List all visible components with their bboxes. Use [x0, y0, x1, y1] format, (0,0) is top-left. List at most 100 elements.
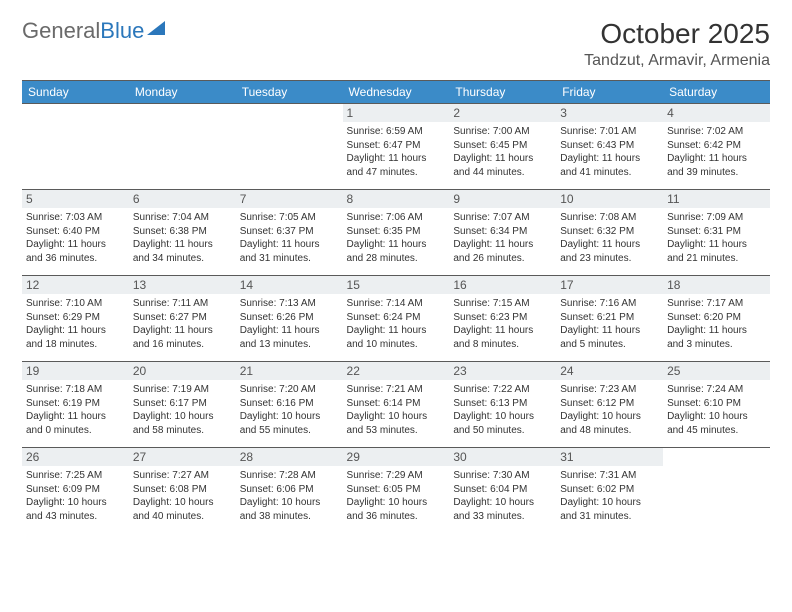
day-number: 3	[556, 104, 663, 122]
calendar-row: 19 Sunrise: 7:18 AMSunset: 6:19 PMDayligh…	[22, 362, 770, 448]
day-number: 6	[129, 190, 236, 208]
day-info: Sunrise: 7:18 AMSunset: 6:19 PMDaylight:…	[26, 383, 125, 437]
day-info: Sunrise: 7:20 AMSunset: 6:16 PMDaylight:…	[240, 383, 339, 437]
calendar-cell: 4 Sunrise: 7:02 AMSunset: 6:42 PMDaylight…	[663, 104, 770, 190]
calendar-cell	[236, 104, 343, 190]
day-number: 1	[343, 104, 450, 122]
calendar-cell: 7 Sunrise: 7:05 AMSunset: 6:37 PMDaylight…	[236, 190, 343, 276]
calendar-cell	[663, 448, 770, 534]
day-number: 16	[449, 276, 556, 294]
calendar-cell: 10Sunrise: 7:08 AMSunset: 6:32 PMDayligh…	[556, 190, 663, 276]
day-number: 15	[343, 276, 450, 294]
calendar-row: 12 Sunrise: 7:10 AMSunset: 6:29 PMDayligh…	[22, 276, 770, 362]
day-info: Sunrise: 7:11 AMSunset: 6:27 PMDaylight:…	[133, 297, 232, 351]
day-info: Sunrise: 7:13 AMSunset: 6:26 PMDaylight:…	[240, 297, 339, 351]
day-info: Sunrise: 7:17 AMSunset: 6:20 PMDaylight:…	[667, 297, 766, 351]
page-title: October 2025	[584, 18, 770, 50]
day-info: Sunrise: 7:02 AMSunset: 6:42 PMDaylight:…	[667, 125, 766, 179]
calendar-cell: 22Sunrise: 7:21 AMSunset: 6:14 PMDayligh…	[343, 362, 450, 448]
day-info: Sunrise: 7:28 AMSunset: 6:06 PMDaylight:…	[240, 469, 339, 523]
day-info: Sunrise: 7:29 AMSunset: 6:05 PMDaylight:…	[347, 469, 446, 523]
day-number: 12	[22, 276, 129, 294]
day-header: Friday	[556, 81, 663, 104]
day-info: Sunrise: 7:07 AMSunset: 6:34 PMDaylight:…	[453, 211, 552, 265]
day-header: Tuesday	[236, 81, 343, 104]
calendar-header-row: SundayMondayTuesdayWednesdayThursdayFrid…	[22, 81, 770, 104]
calendar-cell: 12 Sunrise: 7:10 AMSunset: 6:29 PMDayligh…	[22, 276, 129, 362]
day-number: 29	[343, 448, 450, 466]
brand-part2: Blue	[100, 18, 144, 44]
calendar-cell: 15 Sunrise: 7:14 AMSunset: 6:24 PMDayligh…	[343, 276, 450, 362]
calendar-row: 5 Sunrise: 7:03 AMSunset: 6:40 PMDaylight…	[22, 190, 770, 276]
calendar-cell	[129, 104, 236, 190]
day-number: 31	[556, 448, 663, 466]
day-header: Saturday	[663, 81, 770, 104]
day-info: Sunrise: 7:14 AMSunset: 6:24 PMDaylight:…	[347, 297, 446, 351]
day-number: 21	[236, 362, 343, 380]
brand-part1: General	[22, 18, 100, 44]
calendar-cell: 28Sunrise: 7:28 AMSunset: 6:06 PMDayligh…	[236, 448, 343, 534]
calendar-row: 1 Sunrise: 6:59 AMSunset: 6:47 PMDaylight…	[22, 104, 770, 190]
day-info: Sunrise: 7:00 AMSunset: 6:45 PMDaylight:…	[453, 125, 552, 179]
calendar-cell: 29 Sunrise: 7:29 AMSunset: 6:05 PMDayligh…	[343, 448, 450, 534]
day-info: Sunrise: 7:16 AMSunset: 6:21 PMDaylight:…	[560, 297, 659, 351]
day-number: 23	[449, 362, 556, 380]
calendar-cell: 16 Sunrise: 7:15 AMSunset: 6:23 PMDayligh…	[449, 276, 556, 362]
day-info: Sunrise: 7:15 AMSunset: 6:23 PMDaylight:…	[453, 297, 552, 351]
day-info: Sunrise: 7:31 AMSunset: 6:02 PMDaylight:…	[560, 469, 659, 523]
day-header: Wednesday	[343, 81, 450, 104]
day-header: Monday	[129, 81, 236, 104]
day-header: Thursday	[449, 81, 556, 104]
calendar-row: 26 Sunrise: 7:25 AMSunset: 6:09 PMDayligh…	[22, 448, 770, 534]
day-number: 11	[663, 190, 770, 208]
brand-logo: GeneralBlue	[22, 18, 165, 44]
day-number: 10	[556, 190, 663, 208]
day-info: Sunrise: 7:27 AMSunset: 6:08 PMDaylight:…	[133, 469, 232, 523]
day-number: 22	[343, 362, 450, 380]
day-info: Sunrise: 7:04 AMSunset: 6:38 PMDaylight:…	[133, 211, 232, 265]
calendar-cell: 20 Sunrise: 7:19 AMSunset: 6:17 PMDayligh…	[129, 362, 236, 448]
day-info: Sunrise: 7:24 AMSunset: 6:10 PMDaylight:…	[667, 383, 766, 437]
day-header: Sunday	[22, 81, 129, 104]
calendar-cell: 21 Sunrise: 7:20 AMSunset: 6:16 PMDayligh…	[236, 362, 343, 448]
calendar-body: 1 Sunrise: 6:59 AMSunset: 6:47 PMDaylight…	[22, 104, 770, 534]
day-info: Sunrise: 6:59 AMSunset: 6:47 PMDaylight:…	[347, 125, 446, 179]
day-number: 30	[449, 448, 556, 466]
calendar-table: SundayMondayTuesdayWednesdayThursdayFrid…	[22, 80, 770, 534]
day-info: Sunrise: 7:05 AMSunset: 6:37 PMDaylight:…	[240, 211, 339, 265]
day-number: 18	[663, 276, 770, 294]
location-text: Tandzut, Armavir, Armenia	[584, 52, 770, 70]
day-number: 7	[236, 190, 343, 208]
day-info: Sunrise: 7:22 AMSunset: 6:13 PMDaylight:…	[453, 383, 552, 437]
day-info: Sunrise: 7:25 AMSunset: 6:09 PMDaylight:…	[26, 469, 125, 523]
calendar-cell: 13Sunrise: 7:11 AMSunset: 6:27 PMDayligh…	[129, 276, 236, 362]
title-block: October 2025 Tandzut, Armavir, Armenia	[584, 18, 770, 70]
day-number: 5	[22, 190, 129, 208]
day-number: 20	[129, 362, 236, 380]
day-info: Sunrise: 7:19 AMSunset: 6:17 PMDaylight:…	[133, 383, 232, 437]
calendar-cell: 19 Sunrise: 7:18 AMSunset: 6:19 PMDayligh…	[22, 362, 129, 448]
day-number: 27	[129, 448, 236, 466]
day-info: Sunrise: 7:01 AMSunset: 6:43 PMDaylight:…	[560, 125, 659, 179]
day-number: 8	[343, 190, 450, 208]
day-number: 25	[663, 362, 770, 380]
day-number: 19	[22, 362, 129, 380]
calendar-cell	[22, 104, 129, 190]
calendar-cell: 11Sunrise: 7:09 AMSunset: 6:31 PMDayligh…	[663, 190, 770, 276]
brand-sail-icon	[147, 21, 165, 35]
calendar-cell: 26 Sunrise: 7:25 AMSunset: 6:09 PMDayligh…	[22, 448, 129, 534]
day-number: 26	[22, 448, 129, 466]
calendar-cell: 1 Sunrise: 6:59 AMSunset: 6:47 PMDaylight…	[343, 104, 450, 190]
calendar-cell: 18 Sunrise: 7:17 AMSunset: 6:20 PMDayligh…	[663, 276, 770, 362]
calendar-cell: 27 Sunrise: 7:27 AMSunset: 6:08 PMDayligh…	[129, 448, 236, 534]
day-number: 4	[663, 104, 770, 122]
calendar-cell: 3 Sunrise: 7:01 AMSunset: 6:43 PMDaylight…	[556, 104, 663, 190]
calendar-cell: 6 Sunrise: 7:04 AMSunset: 6:38 PMDaylight…	[129, 190, 236, 276]
header: GeneralBlue October 2025 Tandzut, Armavi…	[22, 18, 770, 70]
calendar-cell: 2Sunrise: 7:00 AMSunset: 6:45 PMDaylight…	[449, 104, 556, 190]
calendar-cell: 14Sunrise: 7:13 AMSunset: 6:26 PMDayligh…	[236, 276, 343, 362]
calendar-cell: 17Sunrise: 7:16 AMSunset: 6:21 PMDayligh…	[556, 276, 663, 362]
day-info: Sunrise: 7:23 AMSunset: 6:12 PMDaylight:…	[560, 383, 659, 437]
day-info: Sunrise: 7:03 AMSunset: 6:40 PMDaylight:…	[26, 211, 125, 265]
day-info: Sunrise: 7:10 AMSunset: 6:29 PMDaylight:…	[26, 297, 125, 351]
